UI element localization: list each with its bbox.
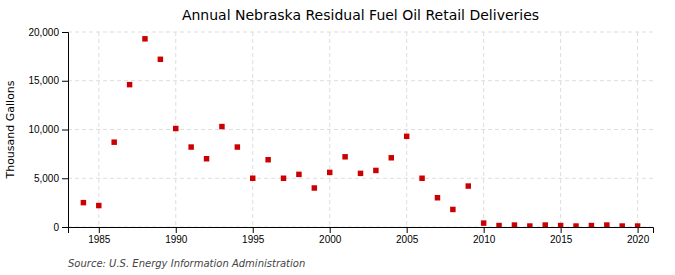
tick: 1990 bbox=[165, 227, 188, 245]
tick: 5,000 bbox=[34, 173, 68, 184]
tick: 2010 bbox=[473, 227, 496, 245]
tick: 2020 bbox=[627, 227, 650, 245]
y-axis-label: Thousand Gallons bbox=[4, 80, 17, 179]
tick-mark bbox=[99, 227, 100, 233]
chart: 1985 1990 1995 2000 2005 2010 2015 2020 0 5,000 10… bbox=[0, 0, 675, 275]
point bbox=[389, 155, 394, 160]
point bbox=[188, 144, 193, 149]
point bbox=[527, 223, 532, 227]
tick-mark bbox=[176, 227, 177, 233]
point bbox=[404, 134, 409, 139]
tick-mark bbox=[561, 227, 562, 233]
tick: 0 bbox=[53, 222, 68, 233]
axis-line bbox=[62, 33, 69, 228]
tick-label: 2020 bbox=[627, 234, 650, 245]
tick-mark bbox=[253, 227, 254, 233]
point bbox=[219, 124, 224, 129]
point bbox=[435, 195, 440, 200]
point bbox=[250, 176, 255, 181]
point bbox=[373, 168, 378, 173]
point bbox=[204, 156, 209, 161]
axis-line bbox=[69, 228, 654, 234]
grid-line bbox=[68, 178, 653, 179]
tick-label: 2000 bbox=[319, 234, 342, 245]
point bbox=[158, 57, 163, 62]
grid-line bbox=[98, 32, 99, 227]
point bbox=[542, 222, 547, 227]
tick-mark bbox=[638, 227, 639, 233]
grid-line bbox=[252, 32, 253, 227]
tick-label: 5,000 bbox=[34, 173, 59, 184]
tick-label: 15,000 bbox=[28, 75, 59, 86]
tick-label: 10,000 bbox=[28, 124, 59, 135]
tick-mark bbox=[62, 178, 68, 179]
point bbox=[358, 171, 363, 176]
y-axis: 0 5,000 10,000 15,000 20,000 bbox=[28, 27, 68, 233]
point bbox=[604, 222, 609, 227]
tick-label: 2015 bbox=[550, 234, 573, 245]
plot: 1985 1990 1995 2000 2005 2010 2015 2020 0 5,000 10… bbox=[28, 27, 653, 245]
tick-label: 1990 bbox=[165, 234, 188, 245]
point bbox=[312, 185, 317, 190]
point bbox=[466, 183, 471, 188]
point bbox=[619, 223, 624, 227]
tick-label: 0 bbox=[53, 222, 59, 233]
tick-label: 1985 bbox=[88, 234, 111, 245]
grid-line bbox=[637, 32, 638, 227]
grid-line bbox=[68, 129, 653, 130]
tick: 2015 bbox=[550, 227, 573, 245]
tick-label: 2005 bbox=[396, 234, 419, 245]
grid-line bbox=[483, 32, 484, 227]
grid-line bbox=[406, 32, 407, 227]
point bbox=[111, 139, 116, 144]
point bbox=[235, 144, 240, 149]
points bbox=[81, 36, 641, 227]
point bbox=[496, 223, 501, 227]
point bbox=[419, 176, 424, 181]
point bbox=[96, 203, 101, 208]
point bbox=[573, 223, 578, 227]
tick-label: 2010 bbox=[473, 234, 496, 245]
tick: 10,000 bbox=[28, 124, 68, 135]
point bbox=[342, 154, 347, 159]
tick-mark bbox=[62, 81, 68, 82]
x-axis: 1985 1990 1995 2000 2005 2010 2015 2020 bbox=[69, 227, 654, 245]
tick-label: 1995 bbox=[242, 234, 265, 245]
tick-mark bbox=[484, 227, 485, 233]
tick-mark bbox=[407, 227, 408, 233]
tick: 2000 bbox=[319, 227, 342, 245]
grid bbox=[68, 32, 653, 227]
annotation: Source: U.S. Energy Information Administ… bbox=[68, 258, 305, 269]
tick: 1995 bbox=[242, 227, 265, 245]
point bbox=[81, 200, 86, 205]
point bbox=[512, 222, 517, 227]
grid-line bbox=[68, 80, 653, 81]
point bbox=[173, 126, 178, 131]
grid-line bbox=[560, 32, 561, 227]
tick: 1985 bbox=[88, 227, 111, 245]
tick-label: 20,000 bbox=[28, 27, 59, 38]
point bbox=[589, 223, 594, 227]
point bbox=[281, 176, 286, 181]
point bbox=[265, 157, 270, 162]
point bbox=[481, 220, 486, 225]
tick-mark bbox=[62, 130, 68, 131]
point bbox=[142, 36, 147, 41]
title: Annual Nebraska Residual Fuel Oil Retail… bbox=[182, 7, 539, 23]
point bbox=[635, 223, 640, 227]
tick: 20,000 bbox=[28, 27, 68, 38]
tick-mark bbox=[62, 227, 68, 228]
point bbox=[558, 223, 563, 227]
point bbox=[127, 82, 132, 87]
point bbox=[327, 170, 332, 175]
point bbox=[450, 207, 455, 212]
grid-line bbox=[68, 32, 653, 33]
tick-mark bbox=[62, 32, 68, 33]
tick: 2005 bbox=[396, 227, 419, 245]
point bbox=[296, 172, 301, 177]
grid-line bbox=[329, 32, 330, 227]
tick-mark bbox=[330, 227, 331, 233]
tick: 15,000 bbox=[28, 75, 68, 86]
